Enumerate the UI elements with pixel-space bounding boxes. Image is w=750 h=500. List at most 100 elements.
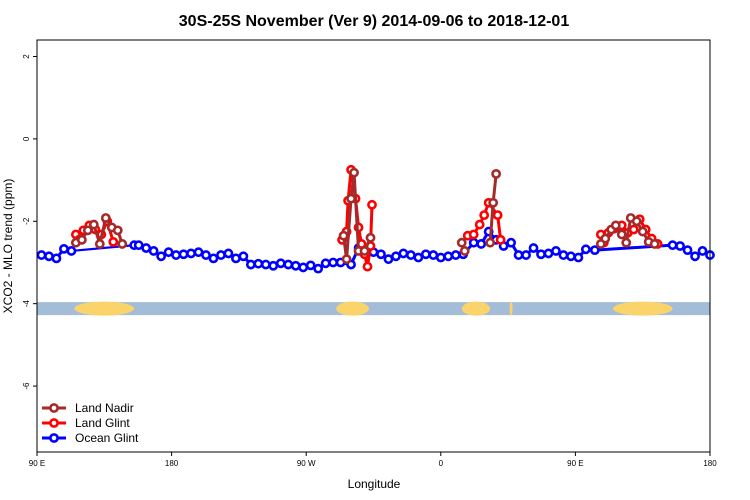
data-point (253, 258, 264, 269)
data-point (275, 258, 286, 269)
land-segment (612, 301, 673, 316)
data-point (675, 241, 685, 251)
data-point (589, 245, 600, 256)
data-point (260, 259, 271, 270)
x-axis-label: Longitude (348, 477, 401, 491)
data-point (156, 251, 167, 262)
data-point (488, 197, 499, 208)
data-point (383, 254, 394, 265)
data-point (506, 237, 516, 248)
chart-title: 30S-25S November (Ver 9) 2014-09-06 to 2… (179, 13, 570, 30)
data-point (476, 239, 487, 249)
data-point (468, 237, 479, 248)
data-point (528, 243, 539, 253)
data-point (245, 259, 256, 270)
data-point (682, 245, 693, 256)
data-point (44, 251, 54, 262)
data-point (551, 246, 561, 256)
data-point (88, 219, 99, 230)
data-point (141, 243, 152, 253)
data-point (349, 167, 359, 178)
data-point (313, 263, 324, 274)
data-point (580, 244, 591, 255)
x-tick-label: 180 (165, 459, 179, 468)
data-point (359, 246, 370, 256)
data-point (290, 260, 301, 271)
data-point (459, 246, 470, 256)
data-point (428, 250, 439, 260)
data-point (690, 251, 700, 262)
data-point (420, 249, 431, 260)
data-point (697, 246, 708, 256)
data-point (193, 247, 204, 258)
legend-label: Ocean Glint (75, 431, 139, 445)
data-point (521, 250, 531, 260)
x-tick-label: 90 E (567, 459, 583, 468)
data-point (468, 229, 479, 240)
data-point (600, 233, 611, 244)
series-layer (36, 164, 715, 274)
data-point (573, 252, 584, 263)
data-point (320, 258, 331, 269)
data-point (405, 250, 416, 260)
data-point (112, 225, 123, 236)
land-segment (461, 301, 491, 316)
data-point (94, 239, 105, 249)
data-point (362, 261, 373, 272)
data-point (223, 248, 234, 259)
legend-label: Land Nadir (75, 401, 134, 415)
x-axis: 90 E 180 90 W 0 90 E 180 (29, 452, 717, 468)
data-point (610, 220, 621, 231)
data-point (346, 193, 356, 204)
plot-frame (36, 39, 711, 453)
data-point (566, 251, 576, 262)
series-ocean-glint (36, 226, 715, 274)
y-tick-label: 0 (22, 136, 31, 141)
data-point (495, 234, 506, 245)
data-point (338, 230, 349, 241)
data-point (216, 250, 226, 260)
land-segment (74, 301, 135, 316)
y-axis: 2 0 -2 -4 -6 (22, 54, 37, 390)
data-point (171, 250, 181, 260)
data-point (100, 213, 111, 223)
data-point (201, 250, 211, 260)
y-axis-label: XCO2 - MLO trend (ppm) (1, 179, 15, 314)
legend-label: Land Glint (75, 416, 130, 430)
data-point (365, 232, 376, 243)
data-point (543, 248, 554, 259)
y-tick-label: 2 (22, 54, 31, 59)
data-point (491, 168, 502, 179)
x-tick-label: 90 E (29, 459, 45, 468)
data-point (108, 236, 119, 247)
data-point (283, 259, 294, 270)
data-point (82, 225, 93, 236)
data-point (305, 260, 316, 271)
data-point (631, 216, 642, 227)
data-point (628, 224, 639, 235)
data-point (649, 239, 660, 249)
data-point (474, 219, 485, 230)
data-point (621, 237, 632, 248)
data-point (398, 248, 409, 259)
legend-marker (49, 418, 59, 428)
data-point (133, 240, 144, 251)
data-point (341, 254, 352, 265)
land-segment (509, 301, 513, 316)
data-point (485, 237, 496, 248)
data-point (231, 253, 241, 264)
y-tick-label: -4 (22, 300, 31, 308)
x-tick-label: 180 (703, 459, 717, 468)
data-point (66, 246, 77, 256)
data-point (558, 250, 569, 260)
data-point (59, 243, 69, 254)
data-point (435, 252, 446, 263)
data-point (376, 249, 386, 260)
data-point (51, 253, 62, 264)
data-point (391, 251, 401, 262)
data-point (148, 246, 159, 256)
land-ocean-mask (37, 301, 710, 316)
y-tick-label: -6 (22, 382, 31, 390)
y-tick-label: -2 (22, 217, 31, 225)
data-point (117, 239, 128, 249)
